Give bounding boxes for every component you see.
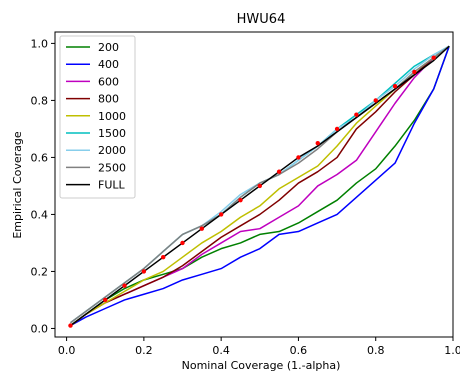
legend-label-800: 800: [98, 93, 119, 106]
x-axis-label: Nominal Coverage (1.-alpha): [182, 359, 341, 371]
y-tick-label: 0.4: [31, 208, 49, 221]
plot-frame: [54, 31, 454, 338]
reference-point: [180, 240, 185, 246]
reference-point: [315, 140, 320, 146]
series-line-200: [70, 45, 450, 327]
x-tick-label: 0.0: [58, 344, 76, 357]
series-layer: [70, 45, 450, 327]
legend-label-1500: 1500: [98, 127, 126, 140]
x-tick-label: 0.8: [367, 344, 385, 357]
x-tick-label: 0.4: [212, 344, 230, 357]
y-tick-label: 1.0: [31, 37, 49, 50]
series-line-1000: [70, 45, 450, 327]
reference-points-layer: [68, 55, 436, 328]
series-line-800: [70, 45, 450, 327]
y-tick-label: 0.8: [31, 94, 49, 107]
reference-point: [354, 112, 359, 117]
reference-point: [257, 183, 262, 189]
reference-point: [160, 254, 166, 260]
reference-point: [276, 169, 282, 174]
reference-point: [141, 269, 147, 274]
y-tick-label: 0.6: [31, 151, 49, 164]
legend-label-200: 200: [98, 41, 119, 54]
reference-point: [392, 83, 398, 89]
reference-point: [238, 197, 243, 203]
reference-point: [122, 283, 127, 288]
reference-point: [431, 55, 436, 60]
y-axis: 0.0 0.2 0.4 0.6 0.8 1.0: [31, 37, 55, 335]
reference-point: [296, 155, 301, 160]
legend-label-600: 600: [98, 75, 119, 88]
reference-point: [68, 323, 73, 328]
x-tick-label: 0.2: [135, 344, 153, 357]
y-tick-label: 0.0: [31, 322, 49, 335]
chart-title: HWU64: [237, 12, 286, 27]
x-tick-label: 0.6: [290, 344, 308, 357]
x-axis: 0.0 0.2 0.4 0.6 0.8 1.0: [58, 337, 460, 357]
reference-point: [103, 297, 108, 303]
reference-point: [412, 69, 417, 75]
legend-box: [59, 35, 136, 199]
reference-point: [334, 126, 340, 132]
legend-label-1000: 1000: [98, 110, 126, 123]
reference-point: [199, 226, 205, 231]
reference-point: [373, 98, 378, 103]
y-axis-label: Empirical Coverage: [11, 131, 24, 239]
legend-label-full: FULL: [98, 179, 126, 192]
x-tick-label: 1.0: [444, 344, 460, 357]
reference-point: [218, 212, 224, 217]
legend-label-2000: 2000: [98, 144, 126, 157]
y-tick-label: 0.2: [31, 265, 49, 278]
legend-label-2500: 2500: [98, 161, 126, 174]
legend-label-400: 400: [98, 58, 119, 71]
series-line-400: [70, 45, 450, 327]
legend: 200 400 600 800 1000 1500 2000 2500 FULL: [59, 35, 136, 199]
